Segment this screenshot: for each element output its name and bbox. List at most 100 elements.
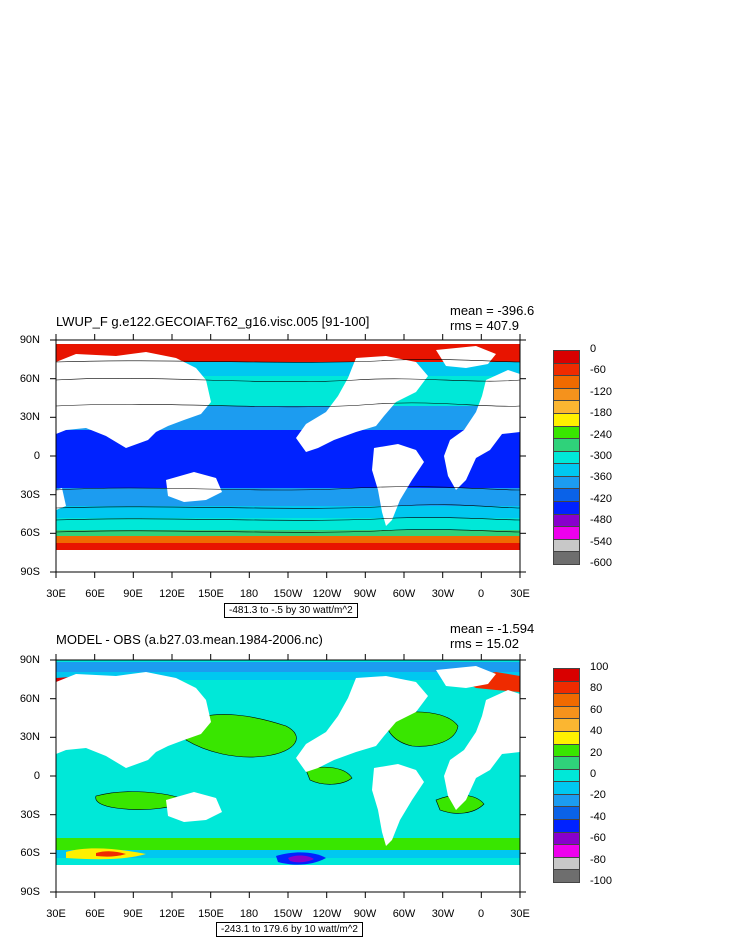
lat-label: 90N [19,654,40,666]
lon-label: 0 [477,908,485,920]
colorbar-swatch [553,869,580,883]
lon-label: 150E [198,588,224,600]
colorbar-swatch [553,551,580,565]
colorbar-label: -60 [590,832,606,845]
colorbar-swatch [553,501,580,515]
panel-title: LWUP_F g.e122.GECOIAF.T62_g16.visc.005 [… [56,314,370,329]
colorbar-swatch [553,668,580,682]
lat-label: 60S [20,847,40,859]
lon-label: 150W [273,908,303,920]
lon-label: 180 [239,588,259,600]
contour-info: -481.3 to -.5 by 30 watt/m^2 [224,603,358,618]
colorbar-swatch [553,526,580,540]
lon-label: 30E [510,588,530,600]
colorbar-swatch [553,680,580,695]
lon-label: 60W [392,588,416,600]
colorbar-swatch [553,362,580,377]
colorbar-label: -20 [590,789,606,802]
mean-value: mean = -396.6 [450,303,535,318]
lat-label: 30S [20,489,40,501]
colorbar-swatch [553,743,580,758]
colorbar-label: 60 [590,703,603,716]
lon-label: 120E [159,588,185,600]
lat-label: 0 [33,770,40,782]
lon-label: 90W [353,588,377,600]
colorbar-label: -600 [590,557,613,569]
colorbar-swatch [553,856,580,871]
colorbar-swatch [553,513,580,528]
lon-label: 60E [85,908,105,920]
colorbar-label: 80 [590,682,603,695]
lon-label: 30E [46,908,66,920]
lon-label: 120W [312,588,342,600]
colorbar-swatch [553,705,580,720]
colorbar-swatch [553,793,580,808]
panel-lwup: LWUP_F g.e122.GECOIAF.T62_g16.visc.005 [… [0,300,733,630]
colorbar-label: -480 [590,514,613,527]
map-plot [50,654,526,898]
colorbar-label: -420 [590,492,613,505]
colorbar-swatch [553,425,580,440]
colorbar-swatch [553,781,580,795]
map-plot [50,334,526,578]
colorbar-swatch [553,488,580,503]
colorbar-label: 20 [590,746,603,759]
lat-label: 90N [19,334,40,346]
colorbar [553,350,580,565]
colorbar-swatch [553,819,580,833]
colorbar-swatch [553,806,580,821]
colorbar-label: 0 [590,343,597,355]
lat-label: 60N [19,693,40,705]
lon-label: 30W [431,588,455,600]
lon-label: 90E [123,908,143,920]
colorbar-label: -360 [590,471,613,484]
colorbar-swatch [553,756,580,770]
colorbar-swatch [553,693,580,707]
colorbar-swatch [553,463,580,477]
colorbar-label: -60 [590,364,606,377]
lon-label: 60E [85,588,105,600]
lat-label: 60N [19,373,40,385]
lon-label: 180 [239,908,259,920]
lon-label: 90W [353,908,377,920]
lon-label: 150W [273,588,303,600]
mean-value: mean = -1.594 [450,621,535,636]
colorbar [553,668,580,883]
colorbar-swatch [553,450,580,465]
lon-label: 30E [46,588,66,600]
lat-label: 30N [19,731,40,743]
colorbar-label: -180 [590,407,613,420]
colorbar-label: -120 [590,385,613,398]
colorbar-label: 0 [590,768,597,780]
stats: mean = -396.6 rms = 407.9 [450,303,535,333]
colorbar-swatch [553,768,580,783]
colorbar-swatch [553,387,580,402]
rms-value: rms = 15.02 [450,636,520,651]
lon-label: 120W [312,908,342,920]
lon-label: 90E [123,588,143,600]
colorbar-label: -40 [590,810,606,823]
colorbar-swatch [553,400,580,414]
panel-model-obs: MODEL - OBS (a.b27.03.mean.1984-2006.nc)… [0,618,733,945]
colorbar-label: 100 [590,661,609,673]
panel-title: MODEL - OBS (a.b27.03.mean.1984-2006.nc) [56,632,323,647]
lat-label: 90S [20,566,40,578]
colorbar-swatch [553,350,580,364]
colorbar-swatch [553,375,580,389]
colorbar-label: -80 [590,853,606,866]
lon-label: 0 [477,588,485,600]
lon-label: 150E [198,908,224,920]
colorbar-swatch [553,718,580,732]
stats: mean = -1.594 rms = 15.02 [450,621,535,651]
lon-label: 30W [431,908,455,920]
lon-label: 120E [159,908,185,920]
colorbar-label: 40 [590,725,603,738]
colorbar-swatch [553,412,580,427]
lat-label: 60S [20,527,40,539]
lat-label: 30S [20,809,40,821]
colorbar-label: -100 [590,875,613,887]
rms-value: rms = 407.9 [450,318,520,333]
colorbar-swatch [553,844,580,858]
lat-label: 0 [33,450,40,462]
lon-label: 60W [392,908,416,920]
